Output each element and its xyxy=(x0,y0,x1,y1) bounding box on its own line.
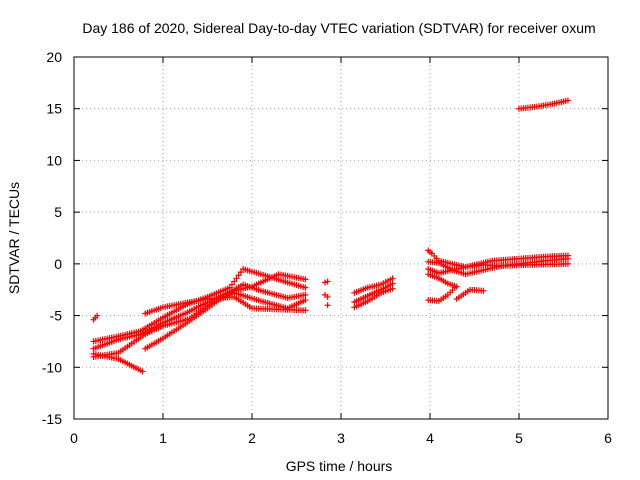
series-track-r xyxy=(516,97,571,112)
data-point xyxy=(302,307,309,314)
data-point xyxy=(564,260,571,267)
x-tick-label: 2 xyxy=(248,430,256,446)
data-point xyxy=(228,281,235,288)
data-point xyxy=(324,302,331,309)
y-tick-label: -5 xyxy=(50,308,63,324)
series-track-j xyxy=(351,280,396,306)
x-tick-label: 0 xyxy=(70,430,78,446)
data-point xyxy=(302,276,309,283)
data-point xyxy=(389,285,396,292)
x-tick-label: 4 xyxy=(426,430,434,446)
chart-title: Day 186 of 2020, Sidereal Day-to-day VTE… xyxy=(82,20,595,36)
data-point xyxy=(302,297,309,304)
data-point xyxy=(321,279,328,286)
data-point xyxy=(564,255,571,262)
data-point xyxy=(389,280,396,287)
data-point xyxy=(235,272,242,279)
data-point xyxy=(451,284,458,291)
data-point xyxy=(389,275,396,282)
y-tick-label: 5 xyxy=(54,204,62,220)
data-point xyxy=(231,278,238,285)
data-point xyxy=(480,287,487,294)
series-track-q xyxy=(453,286,487,303)
data-point xyxy=(139,368,146,375)
data-points xyxy=(90,97,571,375)
series-track-g xyxy=(142,293,309,317)
x-tick-label: 1 xyxy=(159,430,167,446)
series-track-n xyxy=(425,260,571,277)
data-point xyxy=(302,284,309,291)
data-point xyxy=(324,293,331,300)
axis-ticks: 0 1 2 3 4 5 6 -15 -10 -5 0 5 10 15 20 xyxy=(42,49,612,446)
series-track-p xyxy=(425,284,458,305)
series-track-f xyxy=(142,281,309,352)
series-track-i xyxy=(351,275,396,296)
y-tick-label: 15 xyxy=(46,101,62,117)
y-tick-label: -10 xyxy=(42,359,62,375)
y-axis-label: SDTVAR / TECUs xyxy=(6,182,22,294)
x-tick-label: 5 xyxy=(515,430,523,446)
data-point xyxy=(94,312,101,319)
y-tick-label: 10 xyxy=(46,152,62,168)
series-track-m xyxy=(425,255,571,278)
series-track-h xyxy=(321,278,331,309)
data-point xyxy=(324,278,331,285)
y-tick-label: 20 xyxy=(46,49,62,65)
x-tick-label: 3 xyxy=(337,430,345,446)
data-point xyxy=(237,269,244,276)
data-point xyxy=(302,291,309,298)
y-tick-label: 0 xyxy=(54,256,62,272)
data-point xyxy=(233,275,240,282)
data-point xyxy=(564,97,571,104)
series-track-k xyxy=(351,285,396,311)
x-tick-label: 6 xyxy=(604,430,612,446)
grid xyxy=(74,57,608,419)
series-track-a xyxy=(90,312,101,323)
y-tick-label: -15 xyxy=(42,411,62,427)
x-axis-label: GPS time / hours xyxy=(286,458,393,474)
